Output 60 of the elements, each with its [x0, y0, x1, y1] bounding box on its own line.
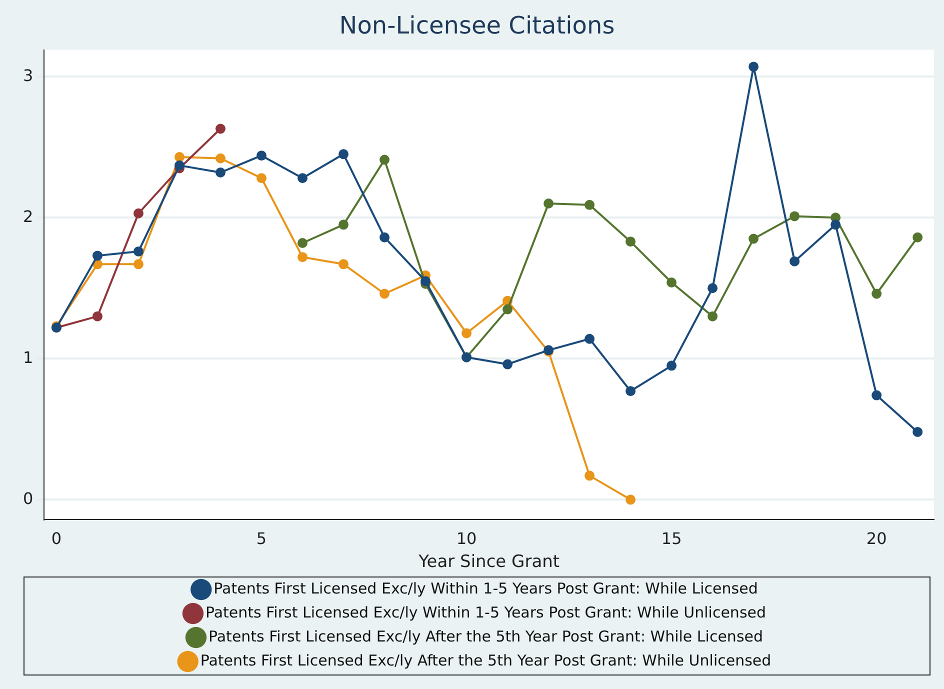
- point: [912, 426, 923, 437]
- point: [298, 238, 308, 248]
- point: [790, 211, 800, 222]
- x-tick-label: 5: [256, 529, 267, 548]
- point: [216, 167, 226, 178]
- point: [912, 232, 923, 242]
- point: [626, 494, 636, 505]
- point: [626, 386, 636, 396]
- point: [174, 160, 184, 170]
- x-tick-label: 10: [456, 529, 477, 548]
- x-tick-label: 15: [661, 529, 682, 548]
- point: [380, 154, 390, 165]
- point: [748, 62, 759, 72]
- point: [420, 276, 431, 286]
- point: [584, 200, 595, 210]
- point: [790, 256, 800, 266]
- legend-label: Patents First Licensed Exc/ly Within 1-5 Years Post Grant: While Licensed: [214, 579, 758, 598]
- legend-label: Patents First Licensed Exc/ly After the 5th Year Post Grant: While Unlicensed: [200, 651, 772, 670]
- point: [216, 153, 226, 164]
- point: [380, 288, 390, 299]
- point: [872, 288, 882, 299]
- y-tick-label: 2: [22, 206, 34, 226]
- point: [666, 360, 677, 371]
- point: [338, 149, 349, 160]
- x-tick-label: 20: [866, 529, 887, 548]
- legend-label: Patents First Licensed Exc/ly After the 5th Year Post Grant: While Licensed: [208, 627, 764, 646]
- point: [256, 173, 267, 184]
- point: [584, 334, 595, 344]
- point: [133, 259, 144, 270]
- point: [256, 150, 267, 161]
- point: [626, 236, 636, 247]
- point: [338, 220, 349, 230]
- point: [338, 259, 349, 270]
- point: [502, 304, 513, 314]
- point: [872, 390, 882, 400]
- y-tick-label: 1: [22, 348, 34, 367]
- legend-label: Patents First Licensed Exc/ly Within 1-5 Years Post Grant: While Unlicensed: [205, 603, 766, 622]
- point: [298, 252, 308, 262]
- point: [544, 198, 554, 209]
- point: [133, 208, 144, 218]
- chart-title: Non-Licensee Citations: [339, 12, 615, 40]
- y-tick-label: 0: [22, 488, 34, 508]
- point: [666, 277, 677, 288]
- x-tick-label: 0: [51, 529, 62, 548]
- point: [748, 234, 759, 244]
- y-tick-label: 3: [22, 66, 34, 85]
- point: [502, 359, 513, 370]
- point: [174, 152, 184, 162]
- point: [92, 311, 102, 322]
- point: [830, 220, 841, 230]
- point: [708, 311, 718, 322]
- x-axis-title: Year Since Grant: [418, 552, 560, 572]
- point: [462, 328, 472, 338]
- point: [92, 250, 102, 261]
- point: [584, 470, 595, 481]
- point: [216, 124, 226, 134]
- point: [133, 246, 144, 256]
- point: [708, 283, 718, 294]
- point: [298, 173, 308, 184]
- point: [380, 232, 390, 242]
